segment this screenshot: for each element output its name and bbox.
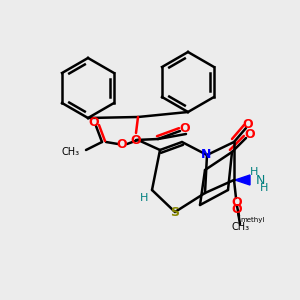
- Text: H: H: [250, 167, 258, 177]
- Text: O: O: [117, 137, 127, 151]
- Text: S: S: [170, 206, 179, 220]
- Text: O: O: [243, 118, 253, 131]
- Text: O: O: [89, 116, 99, 128]
- Text: N: N: [256, 175, 266, 188]
- Polygon shape: [235, 175, 250, 185]
- Text: H: H: [140, 193, 148, 203]
- Text: CH₃: CH₃: [62, 147, 80, 157]
- Text: methyl: methyl: [240, 217, 264, 223]
- Text: CH₃: CH₃: [232, 222, 250, 232]
- Text: O: O: [232, 196, 242, 208]
- Text: N: N: [201, 148, 211, 160]
- Text: O: O: [131, 134, 141, 147]
- Text: H: H: [260, 183, 268, 193]
- Text: O: O: [245, 128, 255, 142]
- Text: O: O: [232, 203, 242, 216]
- Text: O: O: [180, 122, 190, 134]
